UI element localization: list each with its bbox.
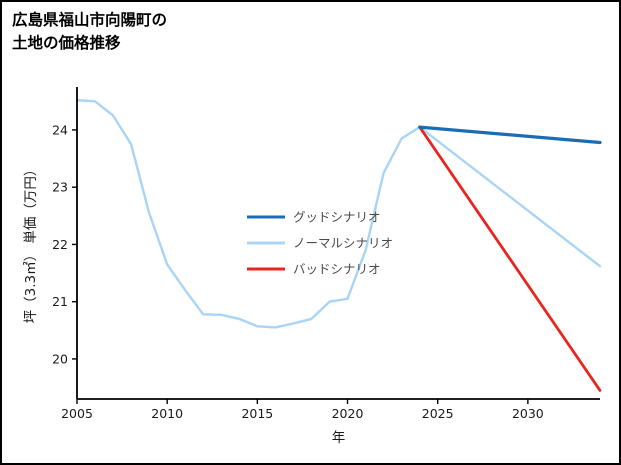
legend-label-1: ノーマルシナリオ	[293, 236, 393, 251]
y-tick-label: 21	[52, 294, 68, 309]
x-tick-label: 2005	[61, 406, 93, 421]
series-line-2	[418, 125, 602, 392]
x-tick-label: 2010	[151, 406, 183, 421]
legend-label-2: バッドシナリオ	[293, 262, 381, 277]
x-axis-label: 年	[331, 430, 346, 446]
series-line-1	[418, 125, 602, 268]
y-tick-label: 24	[52, 122, 68, 137]
series-line-3	[418, 125, 602, 145]
y-tick-label: 22	[52, 237, 68, 252]
chart-title-line2: 土地の価格推移	[12, 34, 121, 53]
chart-title: 広島県福山市向陽町の 土地の価格推移	[12, 9, 167, 56]
y-tick-label: 23	[52, 180, 68, 195]
chart-title-line1: 広島県福山市向陽町の	[12, 11, 168, 29]
y-axis-label: 坪（3.3㎡） 単価（万円）	[23, 162, 39, 324]
y-tick-label: 20	[52, 351, 68, 366]
legend-label-0: グッドシナリオ	[293, 210, 381, 225]
x-tick-label: 2030	[512, 406, 544, 421]
x-tick-label: 2025	[422, 406, 454, 421]
series-line-0	[75, 98, 421, 329]
x-tick-label: 2020	[332, 406, 364, 421]
x-tick-label: 2015	[241, 406, 273, 421]
